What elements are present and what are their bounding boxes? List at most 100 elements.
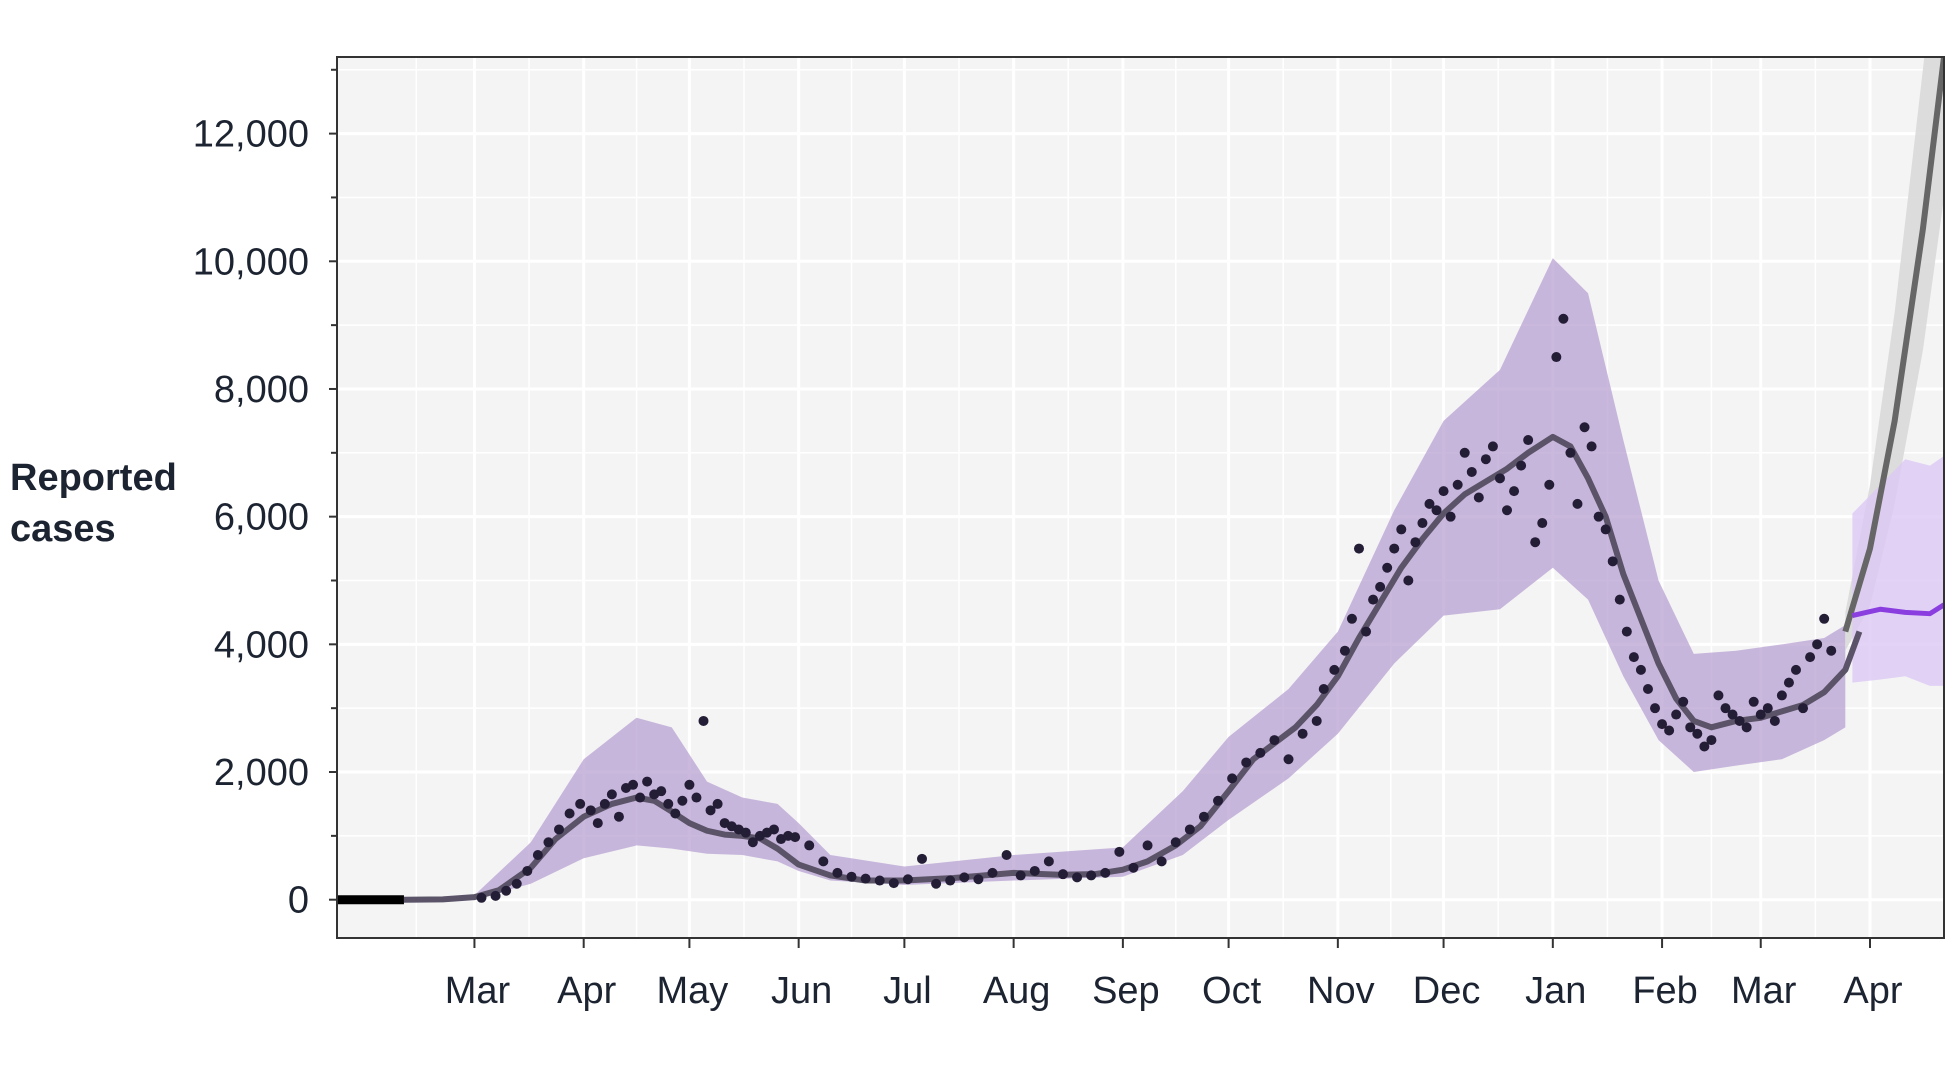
reported-point — [1339, 645, 1350, 656]
reported-point — [1459, 447, 1470, 458]
y-axis-title-line-2: cases — [10, 508, 116, 550]
reported-point — [846, 871, 857, 882]
reported-point — [804, 840, 815, 851]
reported-point — [768, 824, 779, 835]
reported-point — [656, 786, 667, 797]
reported-point — [1657, 719, 1668, 730]
reported-point — [1755, 709, 1766, 720]
reported-point — [1523, 435, 1534, 446]
reported-point — [1699, 741, 1710, 752]
y-tick-label: 8,000 — [214, 369, 309, 411]
reported-point — [1368, 594, 1379, 605]
reported-point — [1311, 715, 1322, 726]
fit-interval-ribbon — [474, 258, 1846, 900]
reported-point — [1635, 664, 1646, 675]
reported-point — [490, 890, 501, 901]
y-tick-label: 0 — [288, 880, 309, 922]
x-tick-label: Sep — [1092, 970, 1160, 1012]
reported-point — [1445, 511, 1456, 522]
reported-point — [1558, 313, 1569, 324]
reported-point — [1734, 715, 1745, 726]
reported-point — [1184, 824, 1195, 835]
y-tick-label: 12,000 — [193, 114, 309, 156]
reported-point — [1741, 722, 1752, 733]
reported-point — [931, 878, 942, 889]
reported-point — [1156, 856, 1167, 867]
x-tick-label: Dec — [1413, 970, 1481, 1012]
x-tick-label: Mar — [1731, 970, 1797, 1012]
reported-point — [1671, 709, 1682, 720]
reported-point — [1072, 872, 1083, 883]
reported-point — [1403, 575, 1414, 586]
reported-point — [1720, 703, 1731, 714]
reported-point — [1614, 594, 1625, 605]
reported-point — [585, 805, 596, 816]
reported-point — [1692, 728, 1703, 739]
reported-point — [832, 867, 843, 878]
x-tick-label: Oct — [1202, 970, 1262, 1012]
reported-point — [1283, 754, 1294, 765]
reported-point — [1790, 664, 1801, 675]
reported-point — [1241, 757, 1252, 768]
reported-point — [1805, 652, 1816, 663]
reported-point — [1142, 840, 1153, 851]
reported-point — [1776, 690, 1787, 701]
x-tick-label: Feb — [1632, 970, 1697, 1012]
reported-point — [1318, 684, 1329, 695]
reported-point — [698, 715, 709, 726]
grid-lines — [337, 57, 1944, 938]
reported-point — [1664, 725, 1675, 736]
reported-point — [1100, 867, 1111, 878]
reported-point — [522, 865, 533, 876]
reported-point — [1198, 811, 1209, 822]
reported-point — [564, 808, 575, 819]
reported-point — [1783, 677, 1794, 688]
reported-point — [1565, 447, 1576, 458]
reported-point — [1727, 709, 1738, 720]
reported-point — [606, 789, 617, 800]
reported-point — [1043, 856, 1054, 867]
y-tick-label: 4,000 — [214, 624, 309, 666]
reported-point — [1833, 0, 1843, 5]
reported-point — [1642, 684, 1653, 695]
y-axis-title-line-1: Reported — [10, 457, 177, 499]
forecast-line — [1851, 602, 1944, 619]
reported-point — [1762, 703, 1773, 714]
reported-point — [532, 850, 543, 861]
reported-point — [1417, 518, 1428, 529]
reported-point — [1706, 735, 1717, 746]
reported-point — [747, 837, 758, 848]
reported-point — [1346, 613, 1357, 624]
reported-points — [476, 0, 1843, 903]
reported-point — [1530, 537, 1541, 548]
reported-point — [1431, 505, 1442, 516]
reported-point — [945, 875, 956, 886]
reported-point — [511, 878, 522, 889]
y-tick-label: 6,000 — [214, 497, 309, 539]
reported-point — [1128, 862, 1139, 873]
reported-point — [1628, 652, 1639, 663]
reported-point — [476, 892, 487, 903]
reported-point — [635, 792, 646, 803]
axis-frame — [336, 56, 1945, 939]
reported-point — [1015, 870, 1026, 881]
reported-point — [1329, 664, 1340, 675]
reported-point — [1487, 441, 1498, 452]
reported-point — [554, 824, 565, 835]
reported-point — [1798, 703, 1809, 714]
reported-point — [1579, 422, 1590, 433]
reported-point — [1713, 690, 1724, 701]
reported-point — [1452, 479, 1463, 490]
reported-point — [1353, 543, 1364, 554]
y-tick-label: 10,000 — [193, 241, 309, 283]
reported-point — [663, 798, 674, 809]
reported-point — [1213, 795, 1224, 806]
reported-point — [1685, 722, 1696, 733]
reported-point — [1621, 626, 1632, 637]
reported-point — [1678, 696, 1689, 707]
reported-point — [501, 885, 512, 896]
reported-point — [860, 873, 871, 884]
reported-point — [1494, 473, 1505, 484]
reported-point — [1650, 703, 1661, 714]
reported-point — [1001, 850, 1012, 861]
